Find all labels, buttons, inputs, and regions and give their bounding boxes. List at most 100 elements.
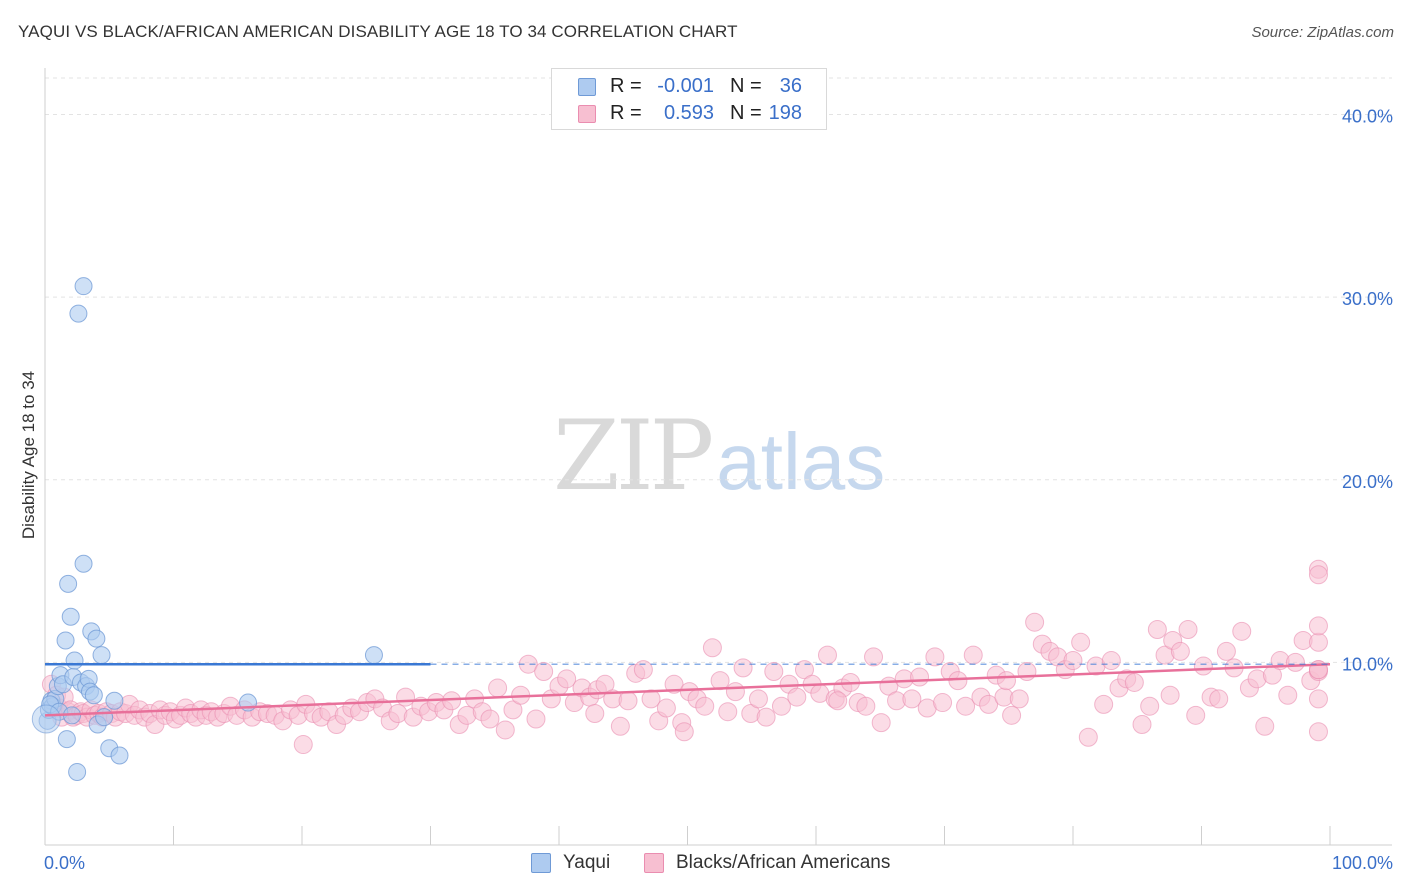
black-data-point	[1170, 641, 1190, 661]
black-data-point	[933, 693, 953, 713]
yaqui-data-point	[105, 691, 124, 710]
black-data-point	[495, 720, 515, 740]
yaqui-data-point	[87, 629, 106, 648]
black-data-point	[656, 698, 676, 718]
yaqui-data-point	[57, 730, 76, 749]
black-data-point	[1147, 620, 1167, 640]
black-data-point	[817, 645, 837, 665]
black-data-point	[1308, 616, 1328, 636]
y-tick-label: 10.0%	[1342, 654, 1393, 674]
black-data-point	[702, 638, 722, 658]
black-legend-label: Blacks/African Americans	[676, 852, 891, 873]
black-data-point	[695, 696, 715, 716]
legend-row-yaqui: R = -0.001 N = 36	[552, 74, 826, 100]
yaqui-data-point	[92, 646, 111, 665]
yaqui-data-point	[110, 746, 129, 765]
black-data-point	[748, 689, 768, 709]
watermark-atlas: atlas	[716, 417, 886, 506]
black-data-point	[948, 671, 968, 691]
source-credit: Source: ZipAtlas.com	[1251, 24, 1394, 41]
yaqui-data-point	[31, 704, 61, 734]
n-label: N =	[730, 102, 762, 124]
black-data-point	[828, 691, 848, 711]
black-data-point	[1308, 722, 1328, 742]
black-data-point	[787, 687, 807, 707]
black-data-point	[718, 702, 738, 722]
black-data-point	[864, 647, 884, 667]
yaqui-data-point	[59, 574, 78, 593]
black-data-point	[1232, 621, 1252, 641]
yaqui-data-point	[74, 277, 93, 296]
yaqui-data-point	[364, 646, 383, 665]
black-data-point	[293, 735, 313, 755]
black-data-point	[1216, 641, 1236, 661]
n-value: 198	[768, 102, 802, 124]
black-data-point	[710, 671, 730, 691]
yaqui-data-point	[69, 304, 88, 323]
black-data-point	[996, 671, 1016, 691]
black-data-point	[618, 691, 638, 711]
y-axis-label: Disability Age 18 to 34	[19, 370, 38, 540]
black-data-point	[871, 713, 891, 733]
x-tick-label: 100.0%	[1332, 853, 1393, 873]
black-data-point	[534, 662, 554, 682]
yaqui-swatch	[578, 78, 596, 96]
black-data-point	[1063, 651, 1083, 671]
black-data-point	[725, 682, 745, 702]
black-data-point	[488, 678, 508, 698]
legend-row-black: R = 0.593 N = 198	[552, 101, 826, 127]
n-label: N =	[730, 75, 762, 97]
black-data-point	[1285, 652, 1305, 672]
black-swatch	[578, 105, 596, 123]
black-data-point	[1193, 656, 1213, 676]
black-data-point	[1308, 632, 1328, 652]
black-data-point	[1278, 685, 1298, 705]
black-data-point	[1160, 685, 1180, 705]
black-data-point	[1308, 565, 1328, 585]
black-data-point	[902, 689, 922, 709]
black-data-point	[794, 660, 814, 680]
r-value: 0.593	[663, 102, 714, 124]
yaqui-legend-swatch	[531, 853, 551, 873]
watermark-zip: ZIP	[553, 400, 714, 512]
black-data-point	[442, 691, 462, 711]
n-value: 36	[779, 75, 802, 97]
black-data-point	[1071, 632, 1091, 652]
yaqui-data-point	[56, 631, 75, 650]
black-data-point	[1132, 714, 1152, 734]
black-data-point	[641, 689, 661, 709]
chart-title: YAQUI VS BLACK/AFRICAN AMERICAN DISABILI…	[18, 22, 738, 41]
black-trend-line	[44, 662, 1331, 717]
y-tick-label: 30.0%	[1342, 289, 1393, 309]
black-data-point	[856, 696, 876, 716]
black-data-point	[664, 674, 684, 694]
black-data-point	[1094, 694, 1114, 714]
yaqui-legend-label: Yaqui	[563, 852, 611, 873]
black-data-point	[526, 709, 546, 729]
black-legend-swatch	[644, 853, 664, 873]
black-data-point	[557, 669, 577, 689]
yaqui-data-point	[61, 607, 80, 626]
watermark: ZIPatlas	[553, 400, 885, 512]
black-data-point	[480, 709, 500, 729]
black-data-point	[910, 667, 930, 687]
black-data-point	[963, 645, 983, 665]
yaqui-data-point	[68, 762, 87, 781]
black-data-point	[1255, 716, 1275, 736]
black-data-point	[925, 647, 945, 667]
black-data-point	[1209, 689, 1229, 709]
black-data-point	[756, 707, 776, 727]
black-data-point	[1017, 662, 1037, 682]
yaqui-data-point	[74, 554, 93, 573]
black-data-point	[979, 694, 999, 714]
r-value: -0.001	[657, 75, 714, 97]
black-data-point	[764, 662, 784, 682]
black-data-point	[1025, 612, 1045, 632]
correlation-legend: R = -0.001 N = 36 R = 0.593 N = 198	[551, 68, 827, 130]
black-data-point	[1078, 727, 1098, 747]
x-tick-label: 0.0%	[44, 853, 85, 873]
black-data-point	[733, 658, 753, 678]
y-tick-label: 20.0%	[1342, 472, 1393, 492]
black-data-point	[956, 696, 976, 716]
